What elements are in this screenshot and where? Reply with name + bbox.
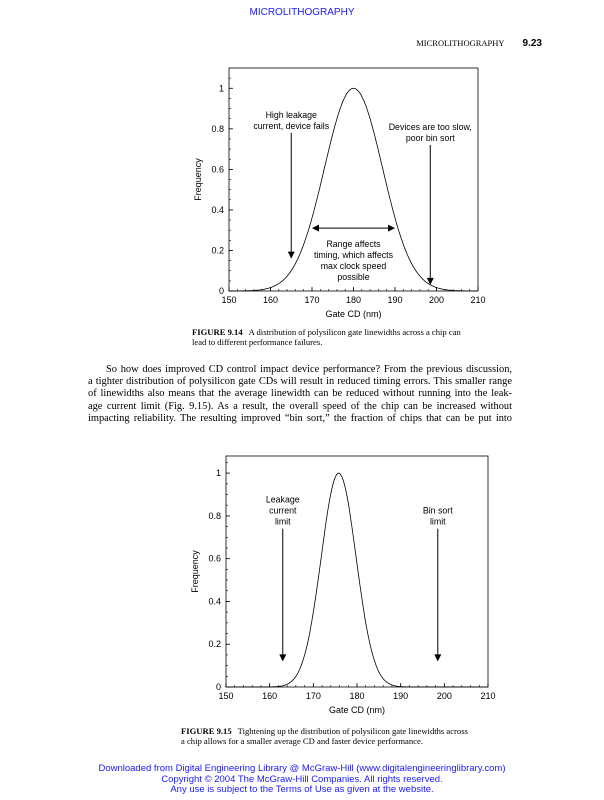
body-line: age current limit (Fig. 9.15). As a resu… [88,400,512,412]
caption-line: Tightening up the distribution of polysi… [237,726,468,736]
distribution-curve [229,87,478,292]
x-axis-label: Gate CD (nm) [325,309,381,319]
footer-copyright: Copyright © 2004 The McGraw-Hill Compani… [161,773,443,785]
y-tick-label: 0.8 [208,511,221,521]
arrowhead [279,654,287,662]
body-paragraph: So how does improved CD control impact d… [88,364,512,425]
x-tick-label: 180 [346,295,361,305]
annotation-text: Bin sort [423,506,453,516]
annotation-text: max clock speed [321,261,387,271]
annotation-text: limit [430,517,446,527]
y-tick-label: 1 [219,83,224,93]
arrowhead [287,251,295,259]
banner-title: MICROLITHOGRAPHY [249,7,355,18]
y-tick-label: 0.2 [208,639,221,649]
annotation-text: Leakage [266,495,300,505]
arrowhead [312,224,319,232]
body-line: a tighter distribution of polysilicon ga… [88,376,512,388]
x-tick-label: 160 [262,691,277,701]
body-line: of linewidths also means that the averag… [88,388,512,400]
y-tick-label: 1 [216,468,221,478]
footer: Downloaded from Digital Engineering Libr… [0,763,604,796]
figure-label: FIGURE 9.14 [192,327,243,337]
y-tick-label: 0.8 [211,124,224,134]
caption-line: a chip allows for a smaller average CD a… [181,736,423,746]
annotation-text: current, device fails [253,121,329,131]
x-tick-label: 180 [349,691,364,701]
annotation-text: limit [275,517,291,527]
arrowhead [434,654,442,662]
y-tick-label: 0.4 [211,205,224,215]
annotation-text: possible [337,272,369,282]
x-tick-label: 150 [221,295,236,305]
x-tick-label: 170 [306,691,321,701]
running-head: MICROLITHOGRAPHY 9.23 [416,38,542,49]
running-title: MICROLITHOGRAPHY [416,38,505,48]
caption-line: lead to different performance failures. [192,337,323,347]
plot-frame [225,455,489,688]
x-tick-label: 210 [480,691,495,701]
x-tick-label: 190 [393,691,408,701]
annotation-text: current [269,506,297,516]
distribution-curve [226,472,488,688]
arrowhead [388,224,395,232]
y-tick-label: 0 [219,286,224,296]
caption-line: A distribution of polysilicon gate linew… [248,327,461,337]
y-tick-label: 0.4 [208,596,221,606]
x-axis-label: Gate CD (nm) [329,705,385,715]
x-tick-label: 190 [387,295,402,305]
y-tick-label: 0 [216,682,221,692]
arrowhead [426,277,434,285]
y-tick-label: 0.6 [208,554,221,564]
y-axis-label: Frequency [190,550,200,593]
x-tick-label: 200 [437,691,452,701]
annotation-text: Devices are too slow, [389,122,472,132]
page-number: 9.23 [522,38,542,49]
footer-download-link[interactable]: Downloaded from Digital Engineering Libr… [98,763,506,774]
figure-label: FIGURE 9.15 [181,726,232,736]
annotation-text: poor bin sort [406,133,455,143]
annotation-text: timing, which affects [314,250,394,260]
x-tick-label: 210 [470,295,485,305]
x-tick-label: 170 [304,295,319,305]
figure-9-14-caption: FIGURE 9.14 A distribution of polysilicon… [192,327,461,347]
annotation-text: Range affects [326,239,381,249]
body-line: So how does improved CD control impact d… [106,364,512,375]
annotation-text: High leakage [266,110,317,120]
y-tick-label: 0.6 [211,164,224,174]
x-tick-label: 150 [218,691,233,701]
footer-terms[interactable]: Any use is subject to the Terms of Use a… [170,784,434,795]
x-tick-label: 160 [263,295,278,305]
y-axis-label: Frequency [193,158,203,201]
body-line: impacting reliability. The resulting imp… [88,412,512,424]
x-tick-label: 200 [429,295,444,305]
y-tick-label: 0.2 [211,245,224,255]
figure-9-15-caption: FIGURE 9.15 Tightening up the distributio… [181,726,468,746]
